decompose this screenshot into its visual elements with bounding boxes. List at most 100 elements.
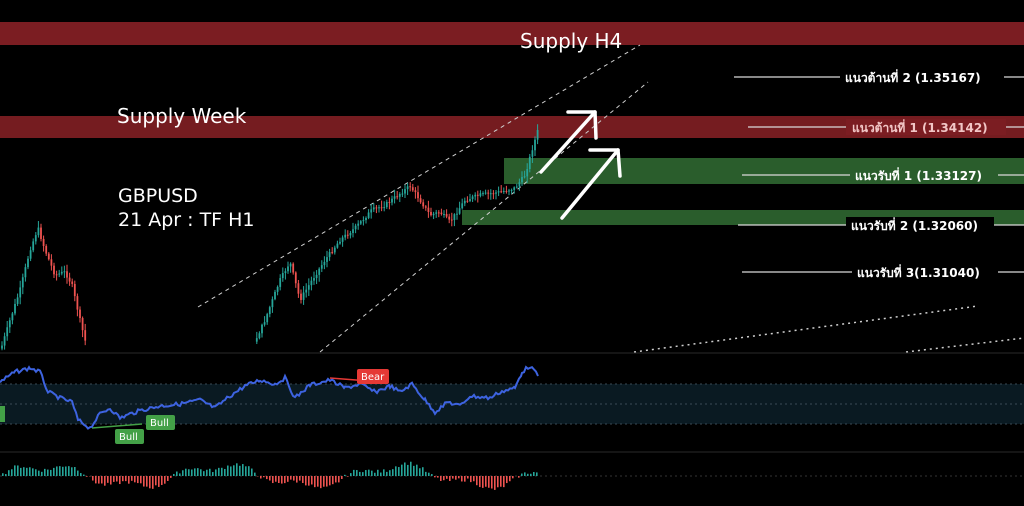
- histogram-bar: [95, 476, 97, 484]
- histogram-bar: [335, 476, 337, 483]
- candle-body: [29, 250, 32, 259]
- candle-body: [34, 235, 37, 242]
- candle-body: [375, 207, 378, 209]
- histogram-bar: [392, 469, 394, 476]
- candle-body: [383, 207, 386, 209]
- bear-badge-label: Bear: [361, 372, 385, 383]
- histogram-bar: [245, 466, 247, 476]
- bull-badge-2: [115, 429, 144, 444]
- histogram-bar: [401, 464, 403, 476]
- candle-body: [336, 243, 339, 248]
- histogram-bar: [140, 476, 142, 484]
- histogram-bar: [116, 476, 118, 482]
- histogram-bar: [152, 476, 154, 489]
- histogram-bar: [404, 462, 406, 476]
- histogram-bar: [479, 476, 481, 488]
- histogram-bar: [110, 476, 112, 485]
- histogram-bar: [203, 471, 205, 476]
- histogram-bar: [236, 463, 238, 476]
- candle-body: [461, 203, 464, 209]
- candle-body: [40, 227, 42, 239]
- candle-body: [385, 201, 388, 208]
- histogram-bar: [8, 470, 10, 476]
- channel-lower-line: [319, 81, 649, 353]
- candle-body: [68, 277, 71, 282]
- candle-body: [297, 283, 300, 294]
- candle-body: [261, 324, 263, 334]
- histogram-bar: [263, 476, 265, 478]
- histogram-bar: [146, 476, 148, 487]
- candle-body: [326, 257, 328, 262]
- candle-body: [354, 225, 357, 230]
- candle-body: [344, 234, 347, 238]
- candle-body: [388, 201, 391, 203]
- momentum-histogram: [2, 461, 538, 490]
- histogram-bar: [506, 476, 508, 484]
- histogram-bar: [365, 470, 367, 476]
- candle-body: [289, 263, 292, 267]
- histogram-bar: [497, 476, 499, 488]
- candle-body: [8, 320, 11, 328]
- histogram-bar: [248, 466, 250, 476]
- histogram-bar: [131, 476, 133, 481]
- histogram-bar: [458, 476, 460, 479]
- candle-body: [323, 261, 326, 266]
- histogram-bar: [293, 476, 295, 481]
- candle-body: [505, 190, 508, 192]
- candle-body: [19, 287, 22, 298]
- histogram-bar: [71, 467, 73, 476]
- histogram-bar: [353, 469, 355, 476]
- histogram-bar: [338, 476, 340, 483]
- histogram-bar: [209, 468, 211, 476]
- candle-body: [284, 271, 287, 273]
- histogram-bar: [233, 465, 235, 476]
- histogram-bar: [56, 466, 58, 476]
- symbol-title: GBPUSD: [118, 185, 198, 207]
- histogram-bar: [431, 474, 433, 476]
- candle-body: [523, 176, 526, 178]
- candle-body: [320, 265, 323, 269]
- resistance-2-label: แนวต้านที่ 2 (1.35167): [845, 69, 981, 85]
- histogram-bar: [98, 476, 100, 484]
- histogram-bar: [329, 476, 331, 486]
- bull-badge-1-label: Bull: [150, 418, 169, 429]
- histogram-bar: [509, 476, 511, 482]
- histogram-bar: [272, 476, 274, 484]
- candle-body: [300, 293, 302, 300]
- histogram-bar: [530, 473, 532, 476]
- candle-body: [471, 196, 474, 200]
- histogram-bar: [122, 476, 124, 482]
- histogram-bar: [59, 466, 61, 476]
- candle-body: [339, 241, 341, 244]
- candle-body: [476, 194, 479, 196]
- histogram-bar: [227, 465, 229, 476]
- histogram-bar: [350, 473, 352, 476]
- candle-body: [362, 220, 365, 222]
- candle-body: [435, 212, 438, 214]
- candle-body: [42, 238, 45, 247]
- histogram-bar: [314, 476, 316, 488]
- histogram-bar: [38, 470, 40, 476]
- candle-body: [258, 333, 261, 339]
- histogram-bar: [383, 469, 385, 476]
- histogram-bar: [452, 476, 454, 479]
- histogram-bar: [26, 467, 28, 476]
- candle-body: [357, 223, 360, 226]
- histogram-bar: [29, 467, 31, 476]
- histogram-bar: [125, 476, 127, 482]
- histogram-bar: [299, 476, 301, 481]
- histogram-bar: [422, 467, 424, 476]
- histogram-bar: [68, 466, 70, 476]
- candle-body: [427, 207, 430, 212]
- left-edge-marker: [0, 406, 5, 422]
- histogram-bar: [23, 467, 25, 476]
- candle-body: [513, 187, 516, 190]
- histogram-bar: [176, 471, 178, 476]
- histogram-bar: [161, 476, 163, 485]
- histogram-bar: [47, 469, 49, 476]
- histogram-bar: [218, 467, 220, 476]
- histogram-bar: [164, 476, 166, 484]
- candle-body: [58, 273, 61, 275]
- histogram-bar: [170, 476, 172, 478]
